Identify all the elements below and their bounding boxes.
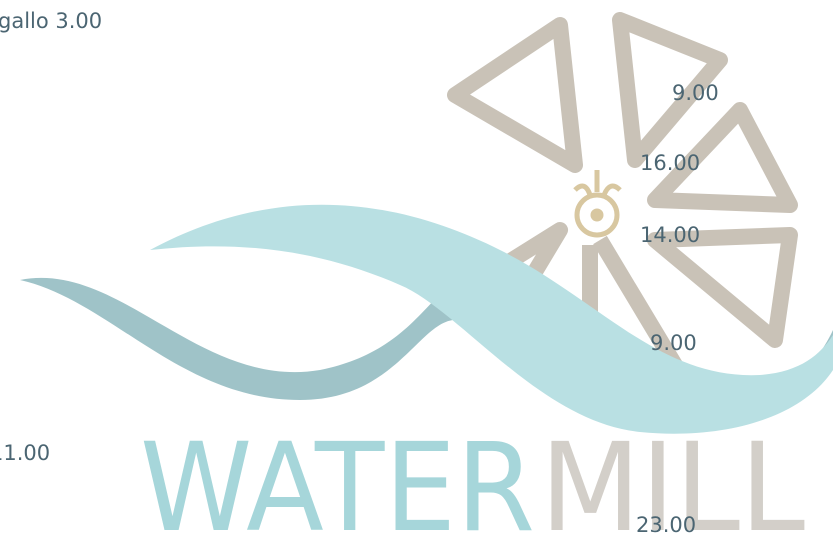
wheel-blade <box>612 12 728 168</box>
wave-light <box>150 204 833 434</box>
time-label: 14.00 <box>640 223 700 247</box>
time-label: 9.00 <box>672 81 719 105</box>
wheel-hub <box>573 170 622 238</box>
time-label: 16.00 <box>640 151 700 175</box>
wheel-blade <box>647 102 798 213</box>
logo-word: WATER <box>140 417 535 546</box>
time-label: 23.00 <box>636 513 696 537</box>
wave <box>20 204 833 434</box>
wheel-blade <box>647 227 798 348</box>
logo-word: MILL <box>540 417 805 546</box>
wheel-blade <box>447 17 583 173</box>
time-label: 11.00 <box>0 441 50 465</box>
time-label: gallo 3.00 <box>0 9 102 33</box>
time-label: 9.00 <box>650 331 697 355</box>
